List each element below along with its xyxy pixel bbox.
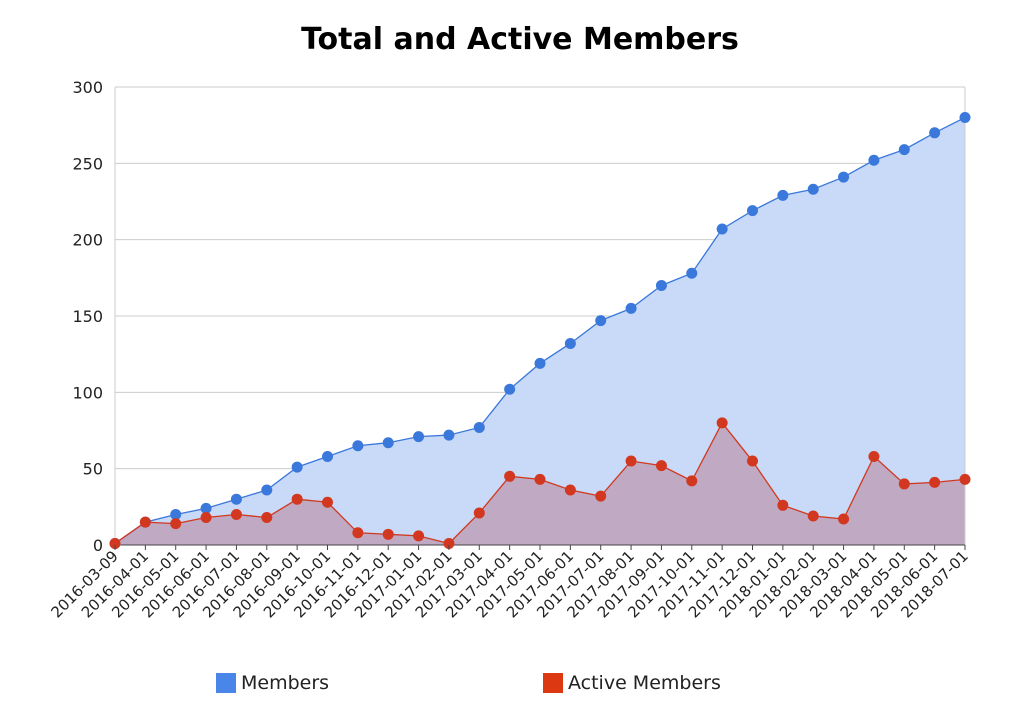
legend-label-members: Members [241, 672, 330, 694]
point-active-members [625, 455, 637, 467]
point-members [625, 302, 637, 314]
point-active-members [716, 417, 728, 429]
legend-swatch-members [216, 673, 236, 693]
point-members [230, 493, 242, 505]
y-tick-label: 50 [83, 460, 103, 479]
point-members [443, 429, 455, 441]
point-active-members [139, 516, 151, 528]
point-members [473, 421, 485, 433]
x-axis-ticks: 2016-03-092016-04-012016-05-012016-06-01… [47, 545, 972, 621]
point-active-members [838, 513, 850, 525]
point-members [261, 484, 273, 496]
point-members [747, 205, 758, 217]
y-tick-label: 250 [72, 154, 103, 173]
point-members [838, 171, 850, 183]
y-axis-ticks: 0 50 100 150 200 250 300 [72, 78, 103, 555]
point-active-members [959, 473, 971, 485]
point-active-members [109, 537, 121, 549]
chart-title: Total and Active Members [301, 22, 739, 57]
point-members [929, 127, 941, 139]
point-active-members [777, 499, 789, 511]
point-members [807, 183, 819, 195]
point-members [868, 154, 880, 166]
point-active-members [564, 484, 576, 496]
point-members [322, 450, 333, 462]
y-tick-label: 150 [72, 307, 103, 326]
point-active-members [322, 496, 333, 508]
point-active-members [170, 518, 182, 530]
point-active-members [807, 510, 819, 522]
point-members [504, 383, 516, 395]
point-members [200, 502, 212, 514]
point-active-members [473, 507, 485, 519]
point-active-members [898, 478, 910, 490]
point-members [686, 267, 698, 279]
point-active-members [230, 508, 242, 520]
point-members [898, 144, 910, 156]
legend-swatch-active-members [543, 673, 563, 693]
point-members [170, 508, 182, 520]
point-members [413, 431, 425, 443]
point-active-members [747, 455, 758, 467]
point-active-members [291, 493, 303, 505]
y-tick-label: 300 [72, 78, 103, 97]
point-members [352, 440, 364, 452]
point-members [655, 279, 667, 291]
point-members [534, 357, 546, 369]
point-active-members [261, 512, 273, 524]
point-members [595, 315, 607, 327]
point-active-members [382, 528, 394, 540]
legend-item-members: Members [216, 672, 329, 694]
point-active-members [352, 527, 364, 539]
area-members [115, 117, 965, 546]
point-members [564, 337, 576, 349]
point-members [382, 437, 394, 449]
point-active-members [595, 490, 607, 502]
point-active-members [868, 450, 880, 462]
point-members [959, 112, 971, 124]
point-members [716, 223, 728, 235]
legend-label-active-members: Active Members [568, 672, 721, 694]
point-active-members [655, 460, 667, 472]
legend-item-active-members: Active Members [543, 672, 721, 694]
point-active-members [686, 475, 698, 487]
y-tick-label: 0 [93, 536, 103, 555]
point-active-members [504, 470, 516, 482]
point-active-members [534, 473, 546, 485]
point-active-members [200, 512, 212, 524]
point-active-members [413, 530, 425, 542]
point-active-members [443, 537, 455, 549]
point-members [777, 189, 789, 201]
point-members [291, 461, 303, 473]
series-points [109, 112, 971, 549]
y-tick-label: 100 [72, 383, 103, 402]
y-tick-label: 200 [72, 231, 103, 250]
point-active-members [929, 476, 941, 488]
